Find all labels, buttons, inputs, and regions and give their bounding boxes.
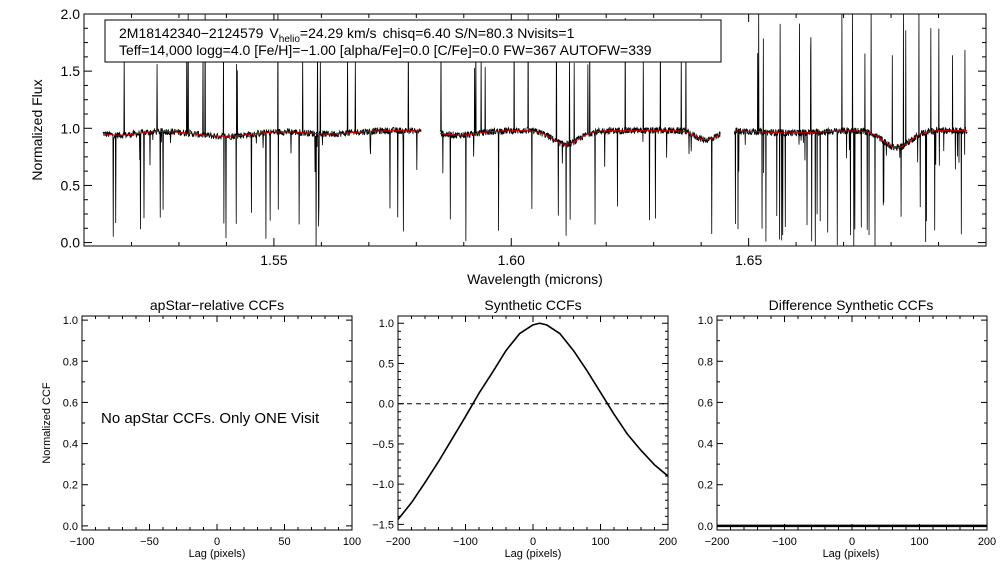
y-tick-label: 0.5 <box>379 358 394 370</box>
y-tick-label: −1.5 <box>372 519 394 531</box>
y-tick-label: 0.8 <box>63 356 78 368</box>
x-tick-label: 1.65 <box>735 252 762 268</box>
no-ccf-annotation: No apStar CCFs. Only ONE Visit <box>101 410 320 427</box>
y-tick-label: 2.0 <box>61 6 81 22</box>
apstar-ccf-xlabel: Lag (pixels) <box>189 548 246 560</box>
difference-ccf-panel: Difference Synthetic CCFs −200 −100 0 100 20… <box>698 297 996 560</box>
difference-ccf-frame <box>716 315 988 531</box>
x-tick-label: 200 <box>978 536 996 548</box>
v-helio-value: =24.29 km/s <box>300 25 377 41</box>
observed-spectrum-chip-3 <box>733 14 968 246</box>
synthetic-ccf-panel: Synthetic CCFs −200 −100 0 100 200 −1.5 −1.0 −0… <box>372 297 677 560</box>
y-tick-label: 0.0 <box>698 521 713 533</box>
synthetic-ccf-curve <box>398 322 668 521</box>
y-tick-label: −0.5 <box>372 439 394 451</box>
synthetic-ccf-title: Synthetic CCFs <box>484 297 581 313</box>
x-tick-label: 1.55 <box>260 252 287 268</box>
y-tick-label: 0.6 <box>698 397 713 409</box>
v-helio-subscript: helio <box>279 34 301 45</box>
y-tick-label: 0.0 <box>379 399 394 411</box>
y-tick-label: 0.0 <box>63 521 78 533</box>
spectrum-panel: 1.55 1.60 1.65 0.0 0.5 1.0 1.5 2.0 Wavelength (… <box>29 6 987 287</box>
x-tick-label: 0 <box>530 536 536 548</box>
y-tick-label: 1.0 <box>698 315 713 327</box>
info-line-2: Teff=14,000 logg=4.0 [Fe/H]=−1.00 [alpha… <box>119 42 652 58</box>
x-tick-label: 100 <box>910 536 928 548</box>
y-tick-label: 1.0 <box>379 318 394 330</box>
y-tick-label: 1.0 <box>63 315 78 327</box>
model-spectrum-chip-1 <box>102 130 422 137</box>
observed-spectrum-chip-1 <box>102 14 422 246</box>
y-tick-label: 1.0 <box>61 120 81 136</box>
info-line-1: 2M18142340−2124579 Vhelio=24.29 km/s chisq… <box>119 25 575 45</box>
y-tick-label: 0.8 <box>698 356 713 368</box>
x-tick-label: −100 <box>772 536 797 548</box>
y-tick-label: −1.0 <box>372 479 394 491</box>
model-spectrum-chip-2 <box>439 130 721 145</box>
y-tick-label: 0.5 <box>61 177 81 193</box>
x-tick-label: −100 <box>70 536 95 548</box>
x-tick-label: 1.60 <box>498 252 525 268</box>
y-tick-label: 0.0 <box>61 235 81 251</box>
y-tick-label: 1.5 <box>61 63 81 79</box>
info-box <box>104 19 722 63</box>
spectrum-frame <box>83 13 987 247</box>
observed-spectrum-chip-2 <box>439 14 721 242</box>
x-tick-label: 0 <box>849 536 855 548</box>
synthetic-ccf-xlabel: Lag (pixels) <box>505 548 562 560</box>
synthetic-ccf-frame <box>397 315 669 531</box>
x-tick-label: −50 <box>140 536 159 548</box>
star-id: 2M18142340−2124579 <box>119 25 264 41</box>
spectrum-ylabel: Normalized Flux <box>29 79 45 180</box>
v-helio-prefix: V <box>269 25 279 41</box>
difference-ccf-xlabel: Lag (pixels) <box>823 548 880 560</box>
model-spectrum-chip-3 <box>734 130 968 149</box>
x-tick-label: 100 <box>591 536 609 548</box>
y-tick-label: 0.6 <box>63 397 78 409</box>
x-tick-label: −200 <box>386 536 411 548</box>
apstar-ccf-ylabel: Normalized CCF <box>41 382 53 464</box>
x-tick-label: −100 <box>453 536 478 548</box>
y-tick-label: 0.4 <box>698 439 713 451</box>
spectrum-xlabel: Wavelength (microns) <box>467 271 603 287</box>
info-stats: chisq=6.40 S/N=80.3 Nvisits=1 <box>383 25 575 41</box>
y-tick-label: 0.4 <box>63 439 78 451</box>
apstar-ccf-title: apStar−relative CCFs <box>150 297 284 313</box>
x-tick-label: 200 <box>659 536 677 548</box>
y-tick-label: 0.2 <box>63 480 78 492</box>
apstar-ccf-panel: apStar−relative CCFs −100 −50 0 50 100 0.0 0.2… <box>41 297 361 560</box>
x-tick-label: 100 <box>343 536 361 548</box>
difference-ccf-title: Difference Synthetic CCFs <box>769 297 934 313</box>
x-tick-label: 0 <box>214 536 220 548</box>
x-tick-label: 50 <box>278 536 290 548</box>
x-tick-label: −200 <box>705 536 730 548</box>
y-tick-label: 0.2 <box>698 480 713 492</box>
